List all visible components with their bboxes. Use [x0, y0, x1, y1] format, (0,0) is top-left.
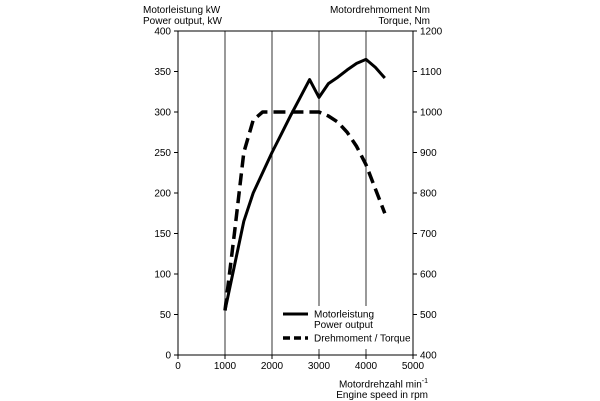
y-right-tick-label: 1200: [420, 27, 443, 38]
y-left-tick-label: 50: [160, 310, 172, 321]
x-axis-title-main: Motordrehzahl min: [338, 379, 422, 391]
y-right-tick-label: 400: [420, 351, 437, 362]
x-axis-title-line2: Engine speed in rpm: [336, 390, 428, 401]
left-axis-title: Motorleistung kW Power output, kW: [143, 5, 222, 27]
x-tick-label: 3000: [308, 361, 331, 372]
x-tick-label: 1000: [214, 361, 237, 372]
y-left-tick-label: 400: [154, 27, 171, 38]
right-axis-title-line2: Torque, Nm: [378, 16, 430, 27]
y-right-tick-label: 900: [420, 148, 437, 159]
left-axis-title-line1: Motorleistung kW: [143, 5, 221, 16]
y-right-tick-label: 1000: [420, 108, 443, 119]
right-axis-title: Motordrehmoment Nm Torque, Nm: [330, 5, 430, 27]
y-right-tick-label: 500: [420, 310, 437, 321]
left-axis-title-line2: Power output, kW: [143, 16, 222, 27]
torque-series-line: [223, 110, 387, 311]
x-tick-label: 2000: [261, 361, 284, 372]
y-left-tick-label: 0: [165, 351, 171, 362]
y-right-tick-label: 700: [420, 229, 437, 240]
y-left-tick-label: 100: [154, 270, 171, 281]
y-left-tick-label: 300: [154, 108, 171, 119]
x-axis-title-line1: Motordrehzahl min-1: [336, 376, 428, 390]
power-series-line: [223, 57, 386, 311]
legend-label-line2: Power output: [314, 320, 373, 331]
x-axis-title: Motordrehzahl min-1 Engine speed in rpm: [336, 376, 428, 401]
y-right-tick-label: 800: [420, 189, 437, 200]
y-left-tick-label: 350: [154, 67, 171, 78]
y-left-tick-label: 150: [154, 229, 171, 240]
x-tick-label: 4000: [355, 361, 378, 372]
x-tick-label: 0: [175, 361, 181, 372]
y-left-tick-label: 200: [154, 189, 171, 200]
series-layer: [223, 57, 387, 311]
legend-label: Motorleistung: [314, 310, 374, 321]
legend-label: Drehmoment / Torque: [314, 334, 411, 345]
y-right-tick-label: 1100: [420, 67, 442, 78]
y-left-tick-label: 250: [154, 148, 171, 159]
ticks-layer: 0 1000 2000 3000 4000 5000 0 50 100 150 200 250 300 3…: [154, 27, 442, 373]
x-tick-label: 5000: [402, 361, 425, 372]
x-axis-title-sup: -1: [421, 378, 428, 385]
y-right-tick-label: 600: [420, 270, 437, 281]
right-axis-title-line1: Motordrehmoment Nm: [329, 5, 430, 16]
